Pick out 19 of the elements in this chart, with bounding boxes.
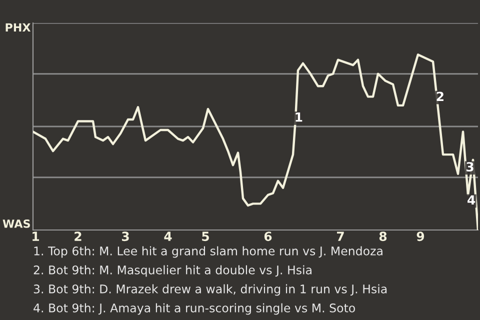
x-tick-label: 3 — [122, 232, 129, 242]
annotation: 4 — [468, 195, 476, 204]
text: 2. Bot 9th: M. Masquelier hit a double vs J. Hsia — [34, 265, 312, 277]
text: WAS — [2, 219, 30, 228]
x-tick-label: 7 — [336, 232, 344, 241]
x-tick-label: 8 — [379, 232, 387, 242]
annotation: 3 — [466, 162, 474, 172]
x-tick-label: 1 — [32, 232, 39, 241]
text: PHX — [6, 23, 31, 32]
text: 3. Bot 9th: D. Mrazek drew a walk, driving in 1 run vs J. Hsia — [34, 284, 387, 296]
x-tick-label: 4 — [164, 232, 172, 241]
annotation: 1 — [296, 112, 302, 122]
x-tick-label: 6 — [264, 232, 272, 242]
x-tick-label: 9 — [416, 232, 424, 242]
text: 1. Top 6th: M. Lee hit a grand slam home run vs J. Mendoza — [34, 246, 382, 258]
x-tick-label: 2 — [74, 232, 82, 241]
annotation: 2 — [436, 92, 444, 101]
x-tick-label: 5 — [202, 232, 209, 242]
text: 4. Bot 9th: J. Amaya hit a run-scoring single vs M. Soto — [34, 303, 355, 315]
